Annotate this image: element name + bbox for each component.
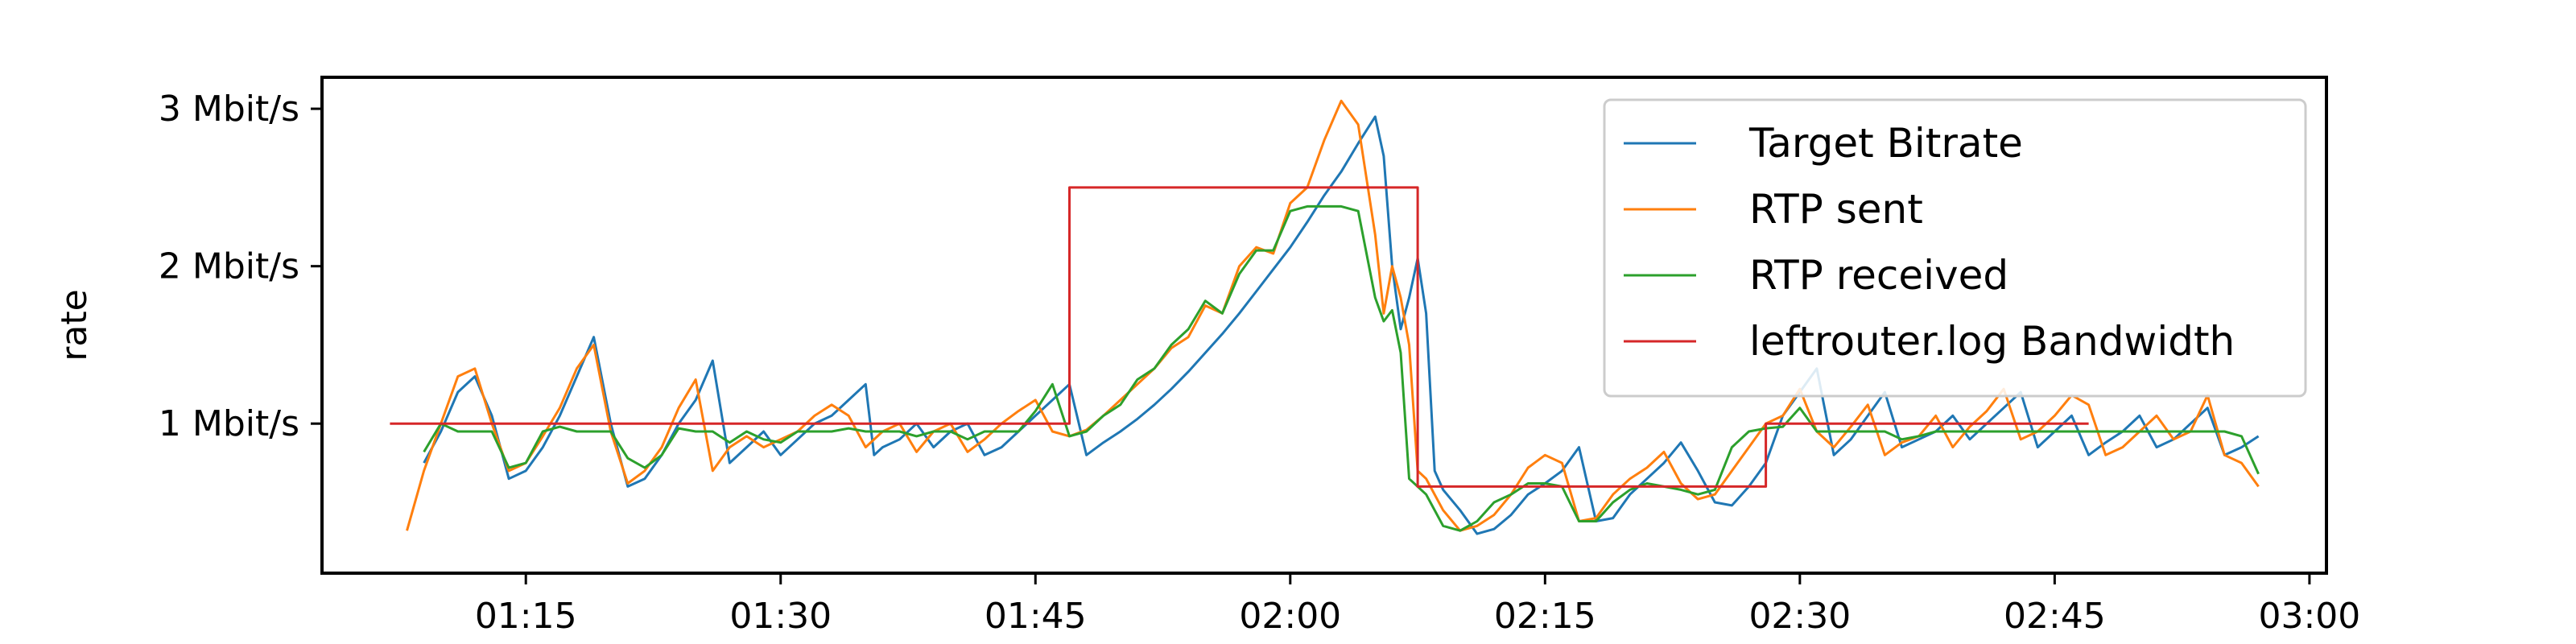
legend-label-3: leftrouter.log Bandwidth xyxy=(1749,318,2235,365)
series-layer xyxy=(390,99,2260,535)
y-tick-label-0: 1 Mbit/s xyxy=(159,403,299,444)
legend-label-1: RTP sent xyxy=(1749,186,1923,233)
x-axis: 01:15 01:30 01:45 02:00 02:15 02:30 02:45 03:00 xyxy=(475,573,2360,637)
x-tick-label-6: 02:45 xyxy=(2004,596,2106,637)
x-tick-label-5: 02:30 xyxy=(1748,596,1851,637)
x-tick-label-0: 01:15 xyxy=(475,596,577,637)
legend-label-0: Target Bitrate xyxy=(1748,120,2023,167)
y-axis: 1 Mbit/s 2 Mbit/s 3 Mbit/s xyxy=(159,89,322,444)
series-line-1 xyxy=(406,99,2260,532)
legend-label-2: RTP received xyxy=(1749,252,2008,299)
series-line-3 xyxy=(390,186,2089,488)
y-tick-label-2: 3 Mbit/s xyxy=(159,89,299,130)
y-axis-label: rate xyxy=(54,289,95,361)
legend-box xyxy=(1603,98,2307,398)
y-tick-label-1: 2 Mbit/s xyxy=(159,246,299,287)
x-tick-label-7: 03:00 xyxy=(2258,596,2360,637)
x-tick-label-1: 01:30 xyxy=(729,596,832,637)
x-tick-label-4: 02:15 xyxy=(1494,596,1596,637)
series-line-0 xyxy=(423,115,2260,535)
legend: Target Bitrate RTP sent RTP received leftro… xyxy=(1603,98,2307,398)
x-tick-label-3: 02:00 xyxy=(1239,596,1341,637)
series-line-2 xyxy=(423,204,2260,532)
plot-area-frame xyxy=(320,76,2328,575)
x-tick-label-2: 01:45 xyxy=(985,596,1087,637)
